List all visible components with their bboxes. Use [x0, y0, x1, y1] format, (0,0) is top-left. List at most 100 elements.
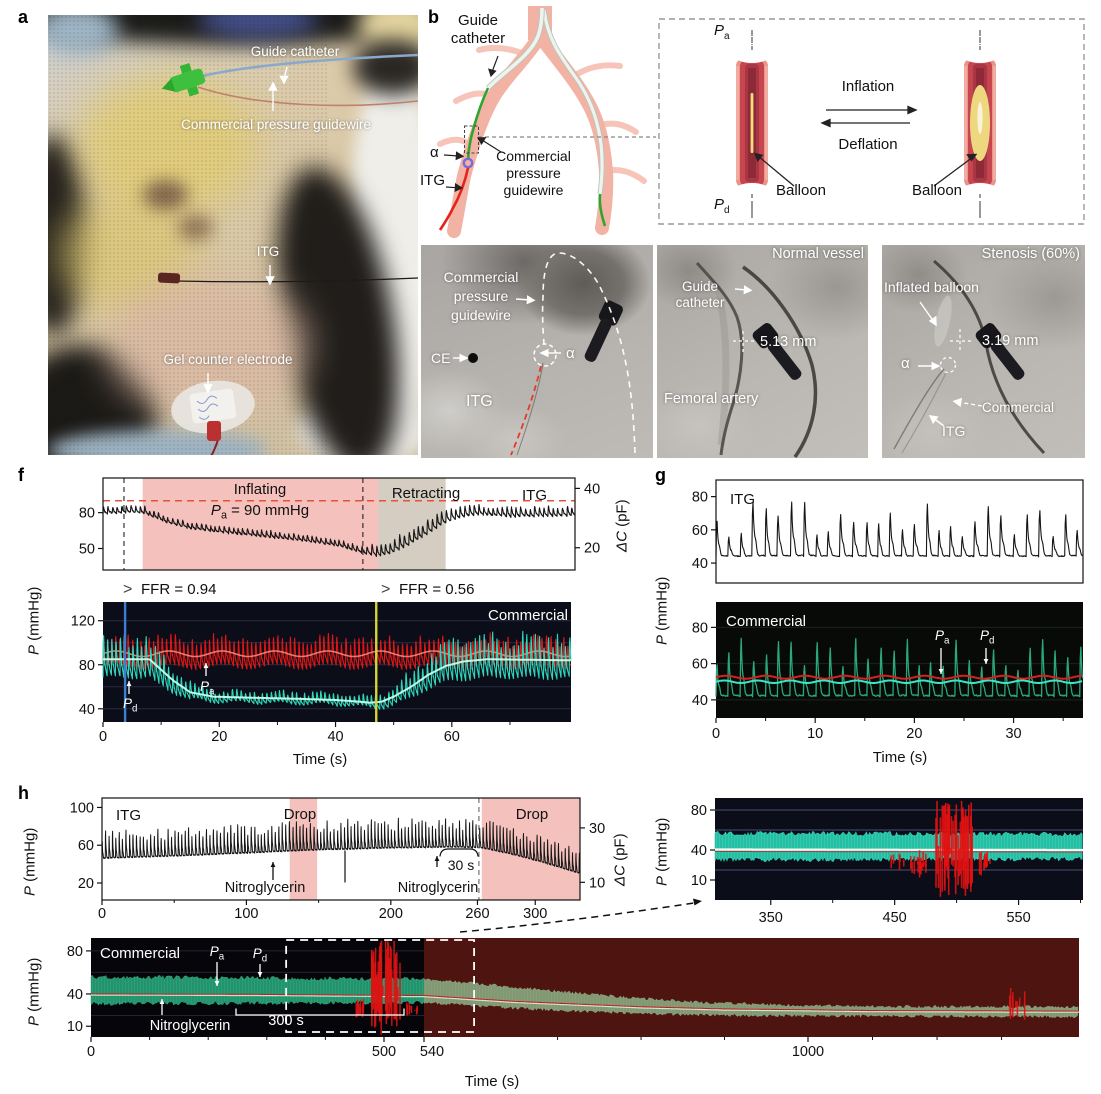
x-tick-label: 500	[372, 1044, 396, 1060]
y-tick-label: 50	[79, 541, 95, 557]
label-commercial: Commercial	[982, 400, 1055, 415]
label-balloon-right: Balloon	[911, 182, 963, 199]
implant	[752, 323, 802, 380]
x-tick-label: 20	[906, 726, 922, 742]
annotation-arrowhead	[983, 659, 989, 664]
trace-line	[91, 993, 1079, 1012]
label-itg: ITG	[256, 244, 280, 259]
plot-frame	[102, 477, 576, 571]
x-tick-label: 450	[883, 910, 907, 926]
label-30s: 30 s	[448, 857, 474, 873]
annotation-arrowhead	[938, 669, 944, 674]
y2-tick-label: 20	[584, 541, 600, 557]
label-guide-catheter: Guide catheter	[675, 279, 725, 311]
xray-e-overlay	[893, 259, 1046, 455]
x-tick-label: 10	[807, 726, 823, 742]
g-y-axis-label: P (mmHg)	[653, 576, 671, 645]
chart-g-itg: 80 60 40 ITG	[692, 479, 1084, 584]
diagram-arteries	[437, 6, 656, 238]
annotation-arrowhead	[159, 999, 165, 1004]
panel-letter-f: f	[18, 465, 24, 485]
implant	[975, 323, 1025, 380]
x-tick-label: 0	[87, 1044, 95, 1060]
xray-e-arrows	[918, 301, 983, 427]
chart-h-itg: 0 100 200 260 300 100 60 20 30 10 ITG Drop Drop Nitro…	[70, 797, 605, 922]
panel-letter-b: b	[428, 7, 439, 27]
label-deflation: Deflation	[838, 136, 898, 153]
sensing-point-ring	[462, 157, 474, 169]
y-tick-label: 10	[691, 873, 707, 889]
box-arrows	[753, 105, 978, 187]
trace-band	[424, 978, 1078, 1018]
vessel-deflated	[733, 30, 771, 218]
h-top-y-axis-label: P (mmHg)	[21, 827, 39, 897]
plot-background	[716, 602, 1083, 718]
label-alpha: α	[430, 144, 439, 161]
plot-frame	[715, 479, 1084, 584]
y2-tick-label: 40	[584, 481, 600, 497]
series-group	[90, 940, 1079, 1035]
diagram-balloon-box	[658, 18, 1085, 225]
label-itg: ITG	[116, 807, 141, 824]
trace-line	[103, 658, 572, 704]
label-pa-90mmhg: Pa = 90 mmHg	[211, 502, 309, 522]
x-tick-label: 0	[98, 906, 106, 922]
label-commercial: Commercial	[100, 945, 180, 962]
y-tick-label: 80	[79, 506, 95, 522]
y-tick-label: 40	[691, 843, 707, 859]
label-pd: Pd	[714, 196, 730, 216]
label-nitro-1: Nitroglycerin	[225, 880, 306, 896]
label-pa: Pa	[200, 679, 215, 698]
trace-line	[715, 679, 1083, 684]
trace	[102, 503, 576, 558]
y-tick-label: 120	[71, 614, 95, 630]
label-guide-catheter: Guide catheter	[450, 12, 506, 47]
label-nitro-2: Nitroglycerin	[398, 880, 479, 896]
itg-wire-red	[438, 167, 470, 231]
label-pd: Pd	[253, 946, 267, 965]
label-300s: 300 s	[268, 1013, 303, 1029]
label-time: Time (s)	[873, 749, 927, 766]
itg-connector	[157, 272, 181, 284]
label-pa: Pa	[714, 22, 730, 42]
dashed-box	[658, 18, 1085, 225]
catheter-2	[742, 265, 818, 459]
xray-c-overlay	[453, 252, 636, 456]
xray-c-arrows	[453, 295, 561, 363]
label-itg: ITG	[522, 487, 547, 504]
measure-marks	[950, 329, 974, 353]
label-commercial-guidewire: Commercial pressure guidewire	[443, 269, 519, 323]
series-group	[715, 501, 1084, 558]
trace	[102, 630, 572, 710]
x-tick-label: 0	[712, 726, 720, 742]
label-gel-electrode: Gel counter electrode	[163, 352, 293, 367]
trace-line	[715, 848, 1083, 852]
y-tick-label: 60	[692, 523, 708, 539]
label-commercial: Commercial	[488, 607, 568, 624]
photo-drape-bottom	[48, 430, 268, 455]
x-tick-label: 200	[379, 906, 403, 922]
label-alpha: α	[901, 355, 910, 372]
catheter-hub	[161, 63, 206, 97]
label-retracting: Retracting	[392, 485, 460, 502]
itg-wire-line	[175, 277, 418, 283]
panel-letter-g: g	[655, 465, 666, 485]
series-group	[101, 817, 581, 874]
label-normal-vessel: Normal vessel	[772, 246, 864, 262]
label-itg: ITG	[466, 393, 493, 410]
implant	[584, 300, 623, 362]
xray-d-arrows	[734, 285, 753, 295]
ffr-arrow-1: >	[123, 581, 132, 598]
annotation-arrowhead	[257, 972, 263, 977]
label-ffr-094: FFR = 0.94	[141, 581, 216, 598]
trace-band	[715, 831, 1083, 862]
annotation-arrowhead	[270, 862, 276, 867]
y-tick-label: 80	[692, 620, 708, 636]
x-tick-label: 60	[444, 729, 460, 745]
label-drop-1: Drop	[284, 806, 317, 823]
y-tick-label: 40	[692, 556, 708, 572]
xray-d	[657, 245, 868, 459]
guide-catheter-line	[197, 53, 418, 79]
diagram-arrows	[443, 55, 502, 192]
alpha-circle	[939, 356, 957, 374]
